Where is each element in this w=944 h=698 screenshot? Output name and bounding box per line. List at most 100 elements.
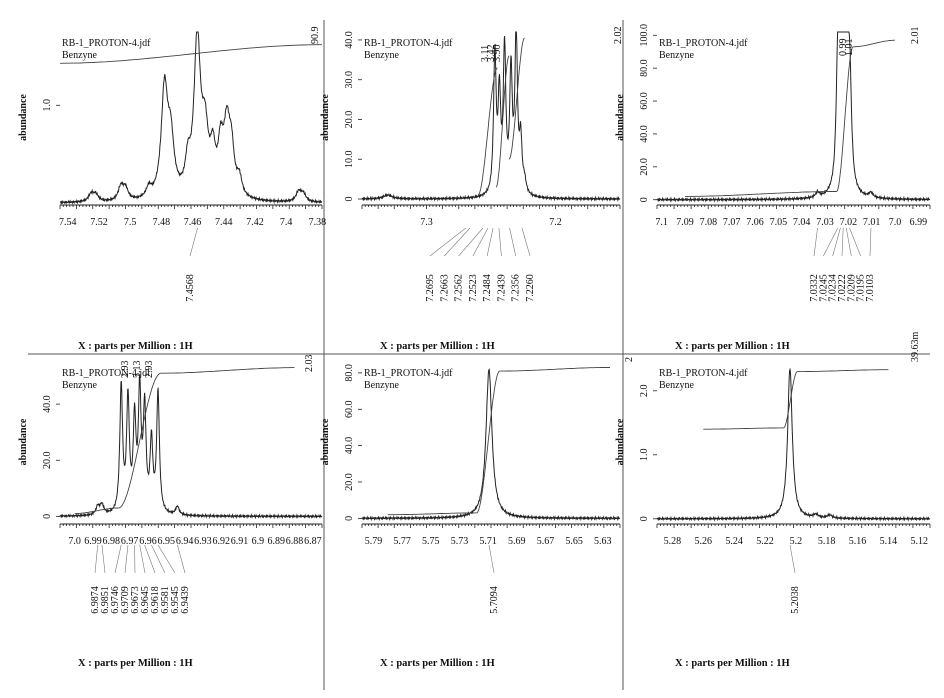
peak-leader: [498, 227, 502, 257]
y-tick-label: 20.0: [344, 111, 355, 129]
peak-leader: [114, 544, 122, 574]
y-tick-label: 30.0: [344, 71, 355, 89]
y-tick-label: 0: [639, 197, 650, 202]
integral-value: 2.03: [304, 355, 315, 373]
y-tick-label: 40.0: [344, 437, 355, 455]
peak-label: 7.2695: [425, 274, 436, 302]
x-tick-label: 7.05: [770, 217, 788, 228]
y-tick-label: 60.0: [344, 401, 355, 419]
y-axis-label: abundance: [320, 418, 331, 465]
peak-leader: [151, 544, 166, 574]
x-tick-label: 7.07: [723, 217, 741, 228]
y-tick-label: 0: [42, 514, 53, 519]
integral-curve: [703, 427, 784, 430]
x-tick-label: 6.99: [84, 536, 102, 547]
x-tick-label: 5.16: [849, 536, 867, 547]
spectrum-trace: [361, 368, 621, 522]
peak-label: 6.9851: [100, 586, 111, 614]
x-tick-label: 6.9: [252, 536, 265, 547]
peak-label: 7.2484: [482, 274, 493, 302]
peak-leader: [789, 544, 796, 574]
peak-label: 7.0195: [856, 274, 867, 302]
spectrum-trace: [59, 374, 323, 520]
x-tick-label: 5.22: [756, 536, 774, 547]
y-tick-label: 1.0: [639, 449, 650, 462]
x-tick-label: 6.88: [286, 536, 304, 547]
y-tick-label: 20.0: [344, 473, 355, 491]
sample-name: Benzyne: [62, 380, 98, 391]
peak-leader: [832, 227, 841, 257]
spectrum-trace: [656, 31, 931, 203]
spectrum-trace: [59, 31, 323, 205]
integral-value: 2.02: [613, 27, 624, 45]
peak-leader: [458, 227, 484, 257]
x-tick-label: 7.09: [676, 217, 694, 228]
integral-curve: [476, 370, 500, 514]
peak-leader: [429, 227, 467, 257]
integral-curve: [74, 507, 119, 515]
x-tick-label: 7.54: [59, 217, 77, 228]
x-tick-label: 6.89: [267, 536, 285, 547]
integral-value: 1.01: [844, 39, 855, 57]
peak-label: 7.0245: [818, 274, 829, 302]
x-tick-label: 5.75: [422, 536, 440, 547]
y-tick-label: 40.0: [639, 125, 650, 143]
integral-value: 90.9: [310, 27, 321, 45]
x-tick-label: 6.98: [103, 536, 121, 547]
x-tick-label: 7.04: [793, 217, 811, 228]
x-tick-label: 7.03: [816, 217, 834, 228]
y-tick-label: 20.0: [639, 158, 650, 176]
peak-leader: [841, 227, 844, 257]
file-name: RB-1_PROTON-4.jdf: [62, 38, 151, 49]
y-tick-label: 100.0: [639, 24, 650, 47]
x-tick-label: 6.87: [304, 536, 322, 547]
sample-name: Benzyne: [659, 50, 695, 61]
peak-leader: [845, 227, 852, 257]
peak-label: 6.9618: [150, 586, 161, 614]
sample-name: Benzyne: [364, 50, 400, 61]
y-axis-label: abundance: [18, 94, 29, 141]
peak-leader: [139, 544, 146, 574]
x-tick-label: 6.97: [121, 536, 139, 547]
spectrum-trace: [656, 367, 931, 522]
x-tick-label: 6.96: [139, 536, 157, 547]
y-tick-label: 10.0: [344, 151, 355, 169]
file-name: RB-1_PROTON-4.jdf: [62, 368, 151, 379]
y-tick-label: 0: [344, 516, 355, 521]
y-axis-label: abundance: [320, 94, 331, 141]
peak-label: 7.4568: [185, 274, 196, 302]
integral-value: 3.42: [486, 45, 497, 63]
integral-value: 2.01: [910, 27, 921, 45]
peak-leader: [849, 227, 861, 257]
x-tick-label: 7.44: [215, 217, 233, 228]
x-tick-label: 5.26: [695, 536, 713, 547]
x-tick-label: 7.38: [309, 217, 327, 228]
x-tick-label: 5.63: [594, 536, 612, 547]
peak-label: 6.9645: [140, 586, 151, 614]
y-tick-label: 80.0: [639, 59, 650, 77]
x-axis-title: X : parts per Million : 1H: [675, 341, 790, 352]
y-tick-label: 60.0: [639, 92, 650, 110]
peak-leader: [444, 227, 471, 257]
peak-label: 7.2260: [525, 274, 536, 302]
x-axis-title: X : parts per Million : 1H: [78, 658, 193, 669]
peak-leader: [101, 544, 106, 574]
x-tick-label: 6.94: [176, 536, 194, 547]
peak-label: 6.9439: [180, 586, 191, 614]
y-tick-label: 80.0: [344, 364, 355, 382]
x-tick-label: 5.28: [664, 536, 682, 547]
y-tick-label: 40.0: [344, 31, 355, 49]
x-tick-label: 5.2: [790, 536, 803, 547]
x-tick-label: 5.14: [880, 536, 898, 547]
peak-label: 7.2439: [496, 274, 507, 302]
peak-leader: [124, 544, 129, 574]
integral-curve: [836, 46, 854, 192]
peak-leader: [94, 544, 99, 574]
peak-label: 7.0222: [837, 274, 848, 302]
